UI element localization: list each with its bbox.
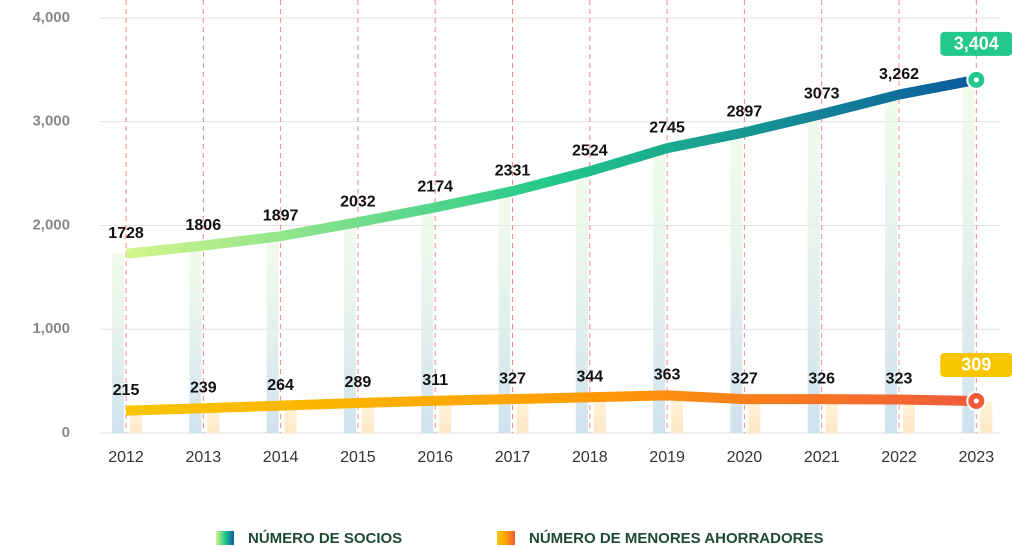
value-label: 289 — [345, 374, 372, 391]
value-label: 2331 — [495, 162, 531, 179]
value-label: 311 — [422, 372, 448, 389]
bar — [207, 408, 220, 433]
bar — [189, 245, 202, 433]
bar — [516, 399, 529, 433]
x-tick-label: 2019 — [649, 449, 685, 466]
line — [125, 390, 977, 416]
value-label: 1728 — [108, 225, 144, 242]
y-tick-label: 2,000 — [32, 216, 70, 233]
x-tick-label: 2023 — [959, 449, 995, 466]
x-tick-label: 2021 — [804, 449, 840, 466]
bar — [439, 400, 452, 433]
value-label: 239 — [190, 379, 217, 396]
value-label: 2524 — [572, 142, 608, 159]
value-label: 327 — [731, 370, 758, 387]
bar — [575, 171, 588, 433]
bar — [885, 94, 897, 433]
y-tick-label: 4,000 — [32, 9, 70, 26]
x-tick-label: 2016 — [417, 449, 453, 466]
bar — [980, 400, 993, 433]
bar — [825, 399, 838, 433]
end-dot — [973, 77, 979, 83]
value-label: 1806 — [186, 217, 222, 234]
value-label: 363 — [654, 367, 681, 384]
badge — [940, 31, 1012, 56]
end-dot — [973, 398, 979, 404]
legend-label: NÚMERO DE MENORES AHORRADORES — [529, 529, 823, 547]
legend-swatch — [497, 531, 515, 545]
bar — [421, 207, 434, 433]
value-label: 326 — [808, 370, 835, 387]
value-label: 2174 — [417, 179, 453, 196]
value-label: 1897 — [263, 207, 299, 224]
bar — [130, 410, 142, 433]
bar — [748, 399, 761, 433]
bar — [343, 222, 356, 433]
value-label: 3,262 — [879, 66, 919, 83]
value-label: 2032 — [340, 193, 376, 210]
bar — [593, 397, 606, 433]
value-label: 323 — [886, 371, 913, 388]
value-label: 2745 — [649, 119, 685, 136]
bar — [112, 253, 124, 433]
x-tick-label: 2012 — [108, 449, 144, 466]
y-tick-label: 3,000 — [32, 113, 70, 130]
value-label: 2897 — [727, 104, 763, 121]
bar — [266, 236, 279, 433]
x-tick-label: 2020 — [727, 449, 763, 466]
x-tick-label: 2013 — [186, 449, 222, 466]
bar — [730, 132, 743, 433]
x-tick-label: 2017 — [495, 449, 531, 466]
value-label: 309 — [961, 355, 991, 375]
value-label: 327 — [499, 370, 526, 387]
badge — [940, 352, 1012, 377]
y-tick-label: 1,000 — [32, 320, 70, 337]
value-label: 3,404 — [954, 34, 999, 54]
bar — [903, 399, 915, 433]
line — [125, 74, 978, 259]
bar — [671, 395, 684, 433]
bar — [498, 191, 511, 433]
bar — [807, 114, 820, 434]
value-label: 3073 — [804, 85, 840, 102]
bar — [653, 148, 666, 434]
value-label: 215 — [113, 382, 140, 399]
x-tick-label: 2015 — [340, 449, 376, 466]
legend-swatch — [216, 531, 234, 545]
x-tick-label: 2018 — [572, 449, 608, 466]
bar — [284, 405, 297, 433]
bar — [361, 403, 374, 433]
x-tick-label: 2022 — [881, 449, 917, 466]
value-label: 344 — [576, 369, 603, 386]
legend-label: NÚMERO DE SOCIOS — [248, 529, 402, 547]
x-tick-label: 2014 — [263, 449, 299, 466]
value-label: 264 — [267, 377, 294, 394]
y-tick-label: 0 — [62, 424, 70, 441]
bar — [962, 79, 975, 434]
